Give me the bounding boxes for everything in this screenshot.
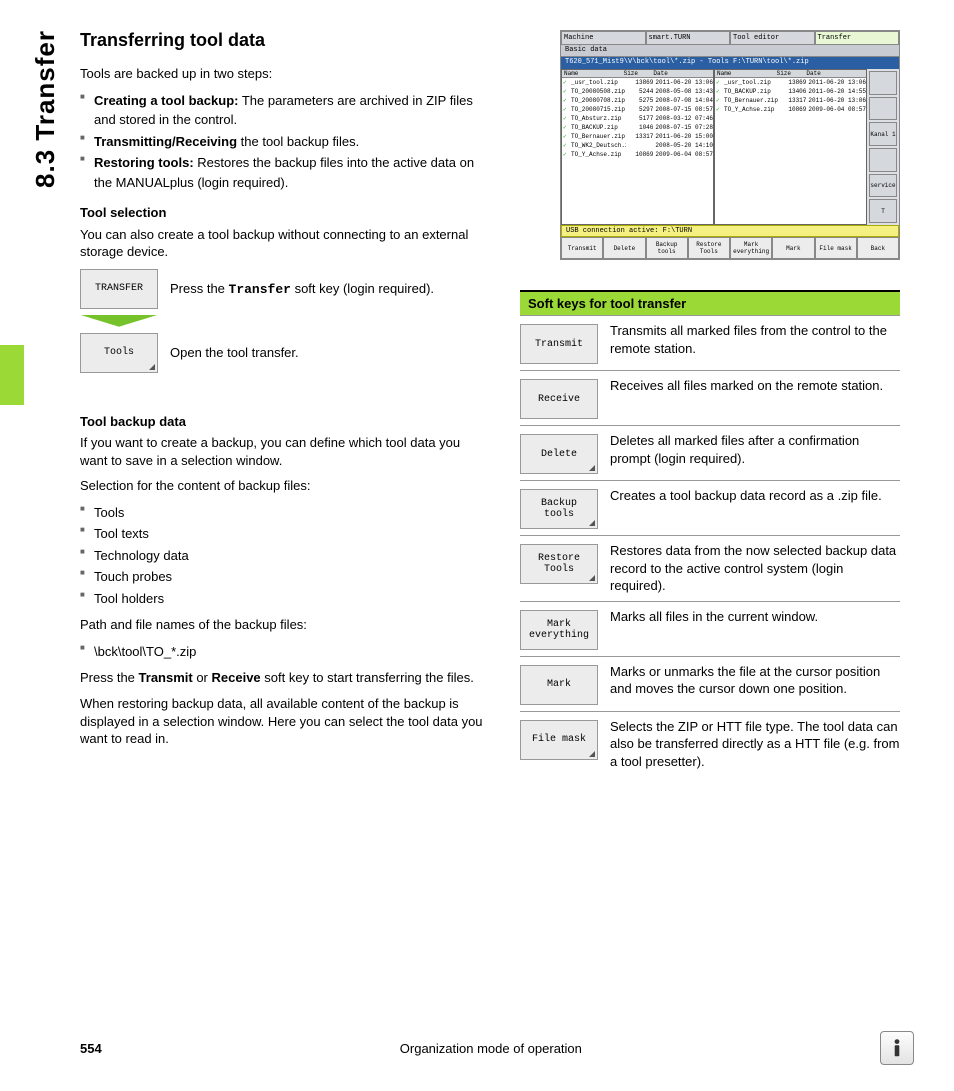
page-title: Transferring tool data <box>80 30 490 51</box>
ss-softkey[interactable]: Mark <box>772 237 814 259</box>
path-list: \bck\tool\TO_*.zip <box>80 642 490 662</box>
ss-tab[interactable]: Machine <box>561 31 646 45</box>
softkey-row: Delete Deletes all marked files after a c… <box>520 425 900 480</box>
step-desc: Press the Transfer soft key (login requi… <box>170 281 434 297</box>
ss-file-row[interactable]: ✓TO_20080708.zip52752008-07-08 14:04 <box>562 96 713 105</box>
ss-file-row[interactable]: ✓TO_Bernauer.zip133172011-06-20 15:00 <box>562 132 713 141</box>
ss-softkey[interactable]: Transmit <box>561 237 603 259</box>
softkey-row: Receive Receives all files marked on the … <box>520 370 900 425</box>
softkey-desc: Transmits all marked files from the cont… <box>610 322 900 357</box>
ss-softkey[interactable]: Back <box>857 237 899 259</box>
ss-file-row[interactable]: ✓TO_20080715.zip52972008-07-15 08:57 <box>562 105 713 114</box>
softkey-delete[interactable]: Delete <box>520 434 598 474</box>
intro-text: Tools are backed up in two steps: <box>80 65 490 83</box>
ss-file-row[interactable]: ✓TO_BACKUP.zip134062011-06-20 14:55 <box>715 87 866 96</box>
ss-side-button[interactable] <box>869 97 897 121</box>
ss-softkey[interactable]: Backup tools <box>646 237 688 259</box>
selection-item: Tool holders <box>80 589 490 609</box>
softkey-desc: Restores data from the now selected back… <box>610 542 900 595</box>
ss-softkey[interactable]: Restore Tools <box>688 237 730 259</box>
softkey-desc: Marks or unmarks the file at the cursor … <box>610 663 900 698</box>
softkey-mark[interactable]: Mark <box>520 665 598 705</box>
ss-file-row[interactable]: ✓TO_20080508.zip52442008-05-08 13:43 <box>562 87 713 96</box>
ss-side-button[interactable]: service <box>869 174 897 198</box>
softkey-mark-everything[interactable]: Mark everything <box>520 610 598 650</box>
softkey-row: Transmit Transmits all marked files from … <box>520 315 900 370</box>
section-tab: 8.3 Transfer <box>30 30 61 188</box>
softkey-backup-tools[interactable]: Backup tools <box>520 489 598 529</box>
selection-list: ToolsTool textsTechnology dataTouch prob… <box>80 503 490 609</box>
softkey-file-mask[interactable]: File mask <box>520 720 598 760</box>
softkey-desc: Deletes all marked files after a confirm… <box>610 432 900 467</box>
ss-side-button[interactable]: T <box>869 199 897 223</box>
softkey-table-header: Soft keys for tool transfer <box>520 290 900 315</box>
ss-file-row[interactable]: ✓TO_Absturz.zip51772008-03-12 07:46 <box>562 114 713 123</box>
ss-bottom-softkeys: TransmitDeleteBackup toolsRestore ToolsM… <box>561 237 899 259</box>
restore-text: When restoring backup data, all availabl… <box>80 695 490 748</box>
ss-softkey[interactable]: File mask <box>815 237 857 259</box>
step-row: TRANSFER Press the Transfer soft key (log… <box>80 269 490 309</box>
softkey-receive[interactable]: Receive <box>520 379 598 419</box>
ss-side-button[interactable]: Kanal 1 <box>869 122 897 146</box>
info-icon <box>880 1031 914 1065</box>
selection-item: Touch probes <box>80 567 490 587</box>
softkey-tools[interactable]: Tools <box>80 333 158 373</box>
intro-bullet: Restoring tools: Restores the backup fil… <box>80 153 490 192</box>
intro-bullet: Creating a tool backup: The parameters a… <box>80 91 490 130</box>
softkey-row: Backup tools Creates a tool backup data r… <box>520 480 900 535</box>
softkey-row: File mask Selects the ZIP or HTT file typ… <box>520 711 900 777</box>
ss-file-row[interactable]: ✓TO_Y_Achse.zip108692009-06-04 08:57 <box>562 150 713 159</box>
tool-selection-head: Tool selection <box>80 204 490 222</box>
softkey-row: Mark everything Marks all files in the cu… <box>520 601 900 656</box>
softkey-restore-tools[interactable]: Restore Tools <box>520 544 598 584</box>
backup-head: Tool backup data <box>80 413 490 431</box>
ss-file-row[interactable]: ✓TO_Bernauer.zip133172011-06-20 13:06 <box>715 96 866 105</box>
ss-file-row[interactable]: ✓_usr_tool.zip138692011-06-20 13:06 <box>562 78 713 87</box>
ss-side-buttons: Kanal 1 serviceT <box>867 69 899 225</box>
selection-item: Tool texts <box>80 524 490 544</box>
intro-bullet: Transmitting/Receiving the tool backup f… <box>80 132 490 152</box>
ss-file-row[interactable]: ✓TO_BACKUP.zip10462008-07-15 07:28 <box>562 123 713 132</box>
ss-path-bar: T620_571_Mist9\V\bck\tool\*.zip - Tools … <box>561 57 899 69</box>
path-text: Path and file names of the backup files: <box>80 616 490 634</box>
intro-bullets: Creating a tool backup: The parameters a… <box>80 91 490 193</box>
ss-status: USB connection active: F:\TURN <box>561 225 899 237</box>
softkey-row: Mark Marks or unmarks the file at the cur… <box>520 656 900 711</box>
step-desc: Open the tool transfer. <box>170 345 299 360</box>
softkey-transfer[interactable]: TRANSFER <box>80 269 158 309</box>
ss-side-button[interactable] <box>869 148 897 172</box>
ss-file-row[interactable]: ✓TO_Y_Achse.zip108692009-06-04 08:57 <box>715 105 866 114</box>
footer-text: Organization mode of operation <box>400 1041 582 1056</box>
ss-right-panel: NameSizeDate✓_usr_tool.zip138692011-06-2… <box>714 69 867 225</box>
softkey-desc: Marks all files in the current window. <box>610 608 900 626</box>
softkey-row: Restore Tools Restores data from the now … <box>520 535 900 601</box>
step-row: Tools Open the tool transfer. <box>80 333 490 373</box>
ss-left-panel: NameSizeDate✓_usr_tool.zip138692011-06-2… <box>561 69 714 225</box>
page-edge-marker <box>0 345 24 405</box>
ss-file-row[interactable]: ✓_usr_tool.zip138692011-06-20 13:06 <box>715 78 866 87</box>
selection-item: Tools <box>80 503 490 523</box>
page-number: 554 <box>80 1041 102 1056</box>
backup-text: If you want to create a backup, you can … <box>80 434 490 469</box>
ss-softkey[interactable]: Mark everything <box>730 237 772 259</box>
softkey-desc: Receives all files marked on the remote … <box>610 377 900 395</box>
ss-softkey[interactable]: Delete <box>603 237 645 259</box>
softkey-desc: Creates a tool backup data record as a .… <box>610 487 900 505</box>
step-arrow <box>80 315 158 327</box>
press-text: Press the Transmit or Receive soft key t… <box>80 669 490 687</box>
selection-text: Selection for the content of backup file… <box>80 477 490 495</box>
selection-item: Technology data <box>80 546 490 566</box>
ss-tab[interactable]: smart.TURN <box>646 31 731 45</box>
screenshot: Machinesmart.TURNTool editorTransfer Bas… <box>560 30 900 260</box>
ss-file-row[interactable]: ✓TO_WK2_Deutsch.zip2008-05-20 14:10 <box>562 141 713 150</box>
tool-selection-text: You can also create a tool backup withou… <box>80 226 490 261</box>
ss-basic-label: Basic data <box>561 45 899 57</box>
softkey-transmit[interactable]: Transmit <box>520 324 598 364</box>
path-item: \bck\tool\TO_*.zip <box>80 642 490 662</box>
ss-side-button[interactable] <box>869 71 897 95</box>
ss-tab[interactable]: Tool editor <box>730 31 815 45</box>
ss-tab[interactable]: Transfer <box>815 31 900 45</box>
softkey-desc: Selects the ZIP or HTT file type. The to… <box>610 718 900 771</box>
